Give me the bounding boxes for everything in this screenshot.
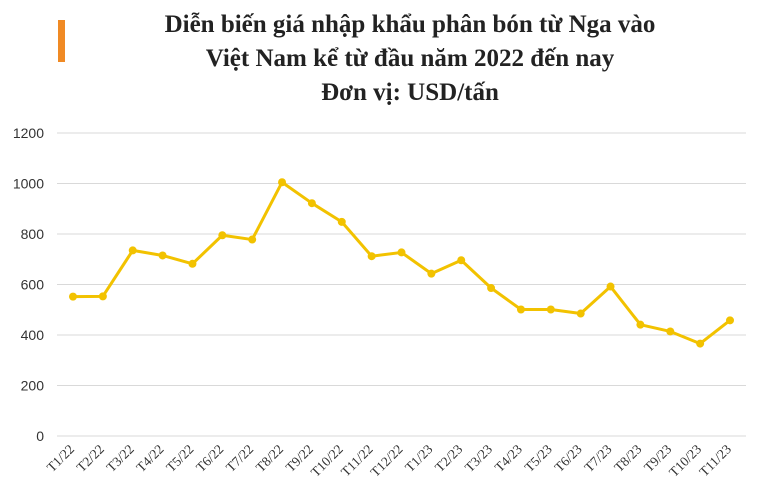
title-line-2: Việt Nam kể từ đầu năm 2022 đến nay	[205, 45, 615, 72]
x-tick-label: T10/23	[666, 441, 704, 479]
gridlines	[57, 132, 746, 437]
x-tick-label: T8/23	[611, 441, 645, 475]
x-tick-label: T11/23	[696, 441, 734, 479]
x-tick-label: T2/22	[74, 442, 107, 475]
data-point	[726, 316, 734, 325]
x-tick-label: T1/22	[44, 442, 77, 475]
title-line-1: Diễn biến giá nhập khẩu phân bón từ Nga …	[164, 11, 656, 38]
x-tick-label: T6/22	[193, 442, 226, 475]
x-tick-label: T7/23	[581, 441, 615, 475]
y-tick-label: 800	[21, 226, 45, 242]
x-tick-label: T5/23	[522, 441, 556, 475]
data-point	[128, 246, 137, 255]
data-point	[606, 282, 615, 291]
x-tick-label: T1/23	[402, 441, 436, 475]
y-tick-label: 0	[36, 428, 44, 444]
data-point	[457, 256, 466, 265]
data-point	[666, 327, 675, 336]
x-tick-label: T5/22	[163, 442, 196, 475]
y-tick-label: 1200	[13, 125, 44, 141]
x-tick-label: T7/22	[223, 442, 256, 475]
price-series	[72, 180, 731, 346]
y-tick-label: 200	[21, 378, 45, 394]
data-point	[98, 292, 107, 301]
data-point	[337, 217, 346, 226]
data-point	[576, 309, 585, 318]
x-tick-label: T8/22	[253, 442, 286, 475]
x-tick-label: T4/22	[133, 442, 166, 475]
data-point	[397, 248, 406, 257]
data-point	[696, 339, 705, 348]
data-point	[546, 305, 555, 314]
y-tick-label: 600	[21, 277, 45, 293]
data-point	[367, 252, 376, 261]
x-tick-label: T2/23	[432, 441, 466, 475]
title-line-3-unit: Đơn vị: USD/tấn	[321, 79, 499, 106]
data-points	[69, 178, 734, 348]
data-point	[188, 259, 197, 268]
data-point	[636, 320, 645, 329]
chart-title: Diễn biến giá nhập khẩu phân bón từ Nga …	[70, 8, 750, 110]
x-tick-label: T6/23	[551, 441, 585, 475]
data-point	[516, 305, 525, 314]
data-point	[158, 251, 167, 260]
x-axis-ticks: T1/22T2/22T3/22T4/22T5/22T6/22T7/22T8/22…	[44, 441, 735, 479]
x-tick-label: T3/22	[103, 442, 136, 475]
y-tick-label: 400	[21, 327, 45, 343]
x-tick-label: T11/22	[338, 442, 376, 480]
x-tick-label: T12/22	[367, 442, 405, 480]
data-point	[248, 235, 257, 244]
x-tick-label: T10/22	[308, 442, 346, 480]
title-accent-bar	[58, 20, 65, 62]
data-point	[218, 231, 227, 240]
y-tick-label: 1000	[13, 176, 44, 192]
data-point	[487, 284, 496, 293]
x-tick-label: T4/23	[492, 441, 526, 475]
data-point	[69, 292, 77, 301]
y-axis-ticks: 0 200 400 600 800 1000 1200	[13, 125, 44, 444]
x-tick-label: T3/23	[462, 441, 496, 475]
data-point	[278, 178, 287, 187]
data-point	[307, 199, 316, 208]
data-point	[427, 269, 436, 278]
series-line	[72, 180, 731, 346]
